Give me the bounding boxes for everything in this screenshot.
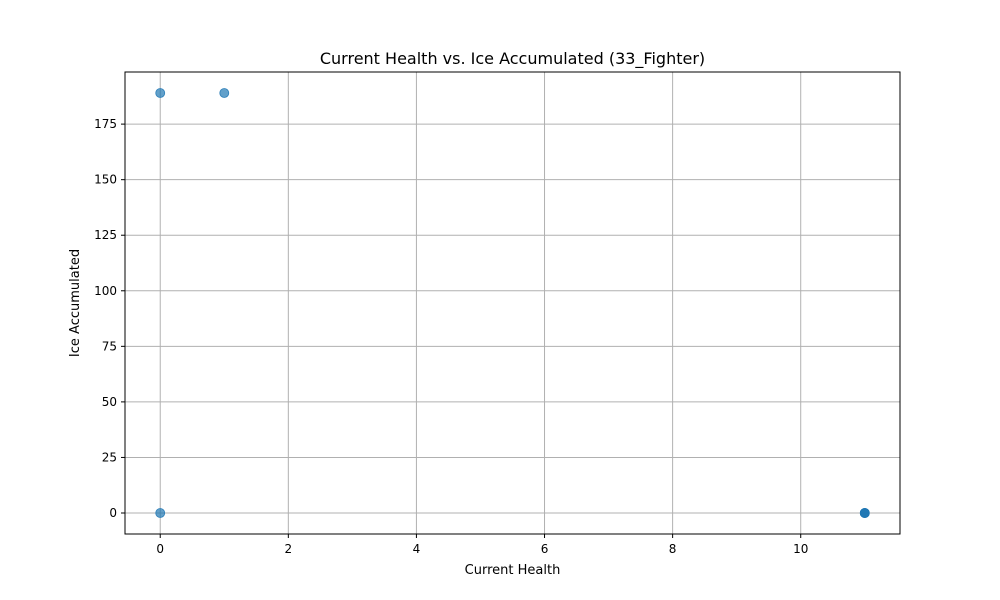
y-tick-label: 75 bbox=[102, 339, 117, 353]
y-tick-label: 50 bbox=[102, 395, 117, 409]
y-tick-label: 25 bbox=[102, 450, 117, 464]
x-tick-label: 6 bbox=[541, 542, 549, 556]
plot-frame bbox=[124, 71, 901, 535]
x-tick-label: 2 bbox=[285, 542, 293, 556]
scatter-point bbox=[219, 88, 230, 98]
y-tick-label: 175 bbox=[94, 117, 117, 131]
x-axis-label: Current Health bbox=[465, 563, 561, 578]
y-tick-label: 125 bbox=[94, 228, 117, 242]
scatter-point bbox=[859, 508, 870, 518]
y-tick-label: 100 bbox=[94, 284, 117, 298]
scatter-point bbox=[155, 88, 166, 98]
grid-layer bbox=[125, 72, 900, 534]
y-axis-label: Ice Accumulated bbox=[68, 249, 83, 357]
x-tick-label: 8 bbox=[669, 542, 677, 556]
y-tick-label: 150 bbox=[94, 173, 117, 187]
scatter-point bbox=[155, 508, 166, 518]
chart-title: Current Health vs. Ice Accumulated (33_F… bbox=[320, 49, 705, 69]
x-tick-label: 0 bbox=[156, 542, 164, 556]
x-tick-label: 10 bbox=[793, 542, 808, 556]
x-tick-label: 4 bbox=[413, 542, 421, 556]
y-tick-label: 0 bbox=[109, 506, 117, 520]
points-layer bbox=[155, 88, 870, 518]
